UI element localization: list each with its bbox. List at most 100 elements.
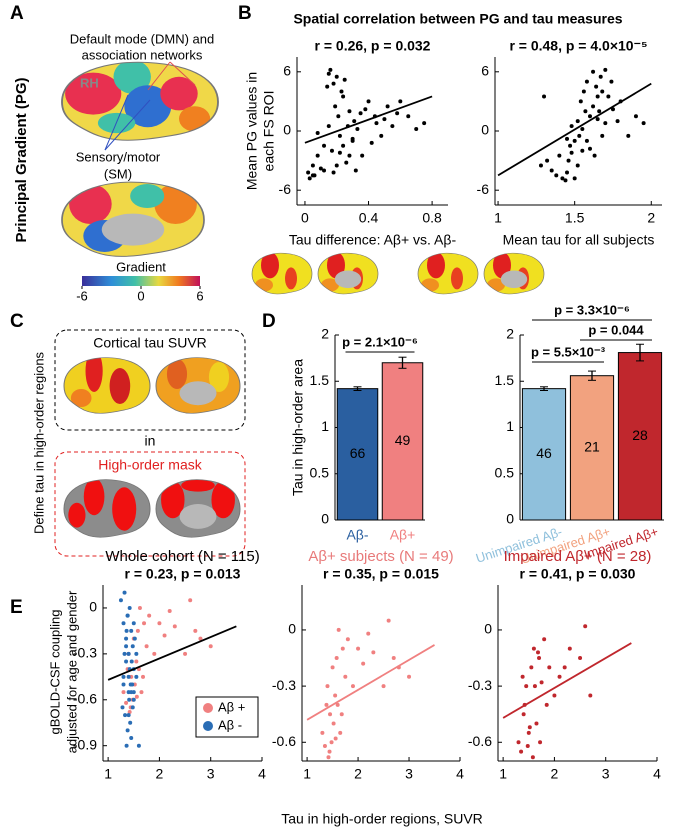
brain-region (68, 502, 86, 528)
point (121, 674, 126, 679)
brain-region (113, 62, 151, 94)
point (529, 665, 534, 670)
point (134, 659, 139, 664)
point (131, 621, 136, 626)
y-axis-label: gBOLD-CSF coupling (47, 610, 62, 735)
point (371, 650, 376, 655)
brain-region (451, 267, 463, 290)
point (584, 79, 589, 84)
point (360, 153, 365, 158)
point (549, 168, 554, 173)
point (135, 628, 140, 633)
brain (252, 253, 312, 295)
point (127, 710, 132, 715)
brain-region (69, 184, 112, 224)
colorbar-tick-label: 6 (196, 288, 203, 303)
point (524, 684, 529, 689)
point (534, 721, 539, 726)
brain-outline (317, 252, 379, 295)
point (521, 712, 526, 717)
point (193, 628, 198, 633)
point (532, 684, 537, 689)
point (407, 674, 412, 679)
point (129, 659, 134, 664)
point (329, 740, 334, 745)
brain-region (493, 253, 511, 279)
point (366, 99, 371, 104)
stat-label: r = 0.23, p = 0.013 (125, 566, 241, 582)
brain-medial (334, 270, 362, 289)
point (580, 148, 585, 153)
point (322, 168, 327, 173)
colorbar-tick-label: -6 (76, 288, 88, 303)
x-tick-label: 2 (354, 766, 362, 782)
point (580, 127, 585, 132)
point (398, 99, 403, 104)
brain (318, 253, 378, 295)
brain-region (261, 253, 279, 279)
point (315, 130, 320, 135)
point (610, 107, 615, 112)
point (126, 690, 131, 695)
x-tick-label: 4 (258, 766, 266, 782)
point (172, 624, 177, 629)
y-tick-label: -0.6 (73, 690, 97, 706)
point (381, 684, 386, 689)
point (597, 109, 602, 114)
brain-region (166, 359, 188, 389)
point (575, 119, 580, 124)
brain-medial (500, 270, 528, 289)
brain-region (130, 184, 165, 208)
point (322, 744, 327, 749)
point (334, 656, 339, 661)
brain (484, 253, 544, 295)
point (545, 158, 550, 163)
point (363, 107, 368, 112)
count-label: 46 (536, 445, 552, 461)
fit-line (107, 625, 237, 681)
brain-region (83, 479, 105, 516)
point (188, 598, 193, 603)
point (591, 69, 596, 74)
x-tick-label: 1 (104, 766, 112, 782)
brain-medial (179, 381, 217, 406)
point (125, 728, 130, 733)
point (121, 690, 126, 695)
point (124, 743, 129, 748)
point (124, 700, 129, 705)
rh-label: RH (80, 75, 99, 90)
x-tick-label: Aβ- (346, 527, 368, 543)
point (144, 644, 149, 649)
point (369, 140, 374, 145)
point (128, 720, 133, 725)
point (572, 138, 577, 143)
point (520, 674, 525, 679)
point (569, 124, 574, 129)
point (339, 712, 344, 717)
point (600, 89, 605, 94)
y-tick-label: 0 (484, 621, 492, 637)
point (538, 163, 543, 168)
brain-region (112, 487, 137, 531)
point (152, 651, 157, 656)
y-tick-label: -0.6 (272, 733, 296, 749)
point (560, 176, 565, 181)
point (157, 621, 162, 626)
point (121, 682, 126, 687)
brain-outline (155, 479, 241, 538)
panel-b-title: Spatial correlation between PG and tau m… (293, 11, 622, 27)
point (333, 736, 338, 741)
point (134, 651, 139, 656)
point (356, 646, 361, 651)
point (350, 684, 355, 689)
brain-region (427, 253, 445, 279)
legend-marker (203, 721, 213, 731)
point (147, 613, 152, 618)
point (306, 170, 311, 175)
point (183, 651, 188, 656)
brain-region (285, 267, 297, 290)
y-tick-label: -0.6 (468, 733, 492, 749)
point (122, 590, 127, 595)
point (641, 121, 646, 126)
p-value-label: p = 2.1×10⁻⁶ (342, 334, 418, 349)
